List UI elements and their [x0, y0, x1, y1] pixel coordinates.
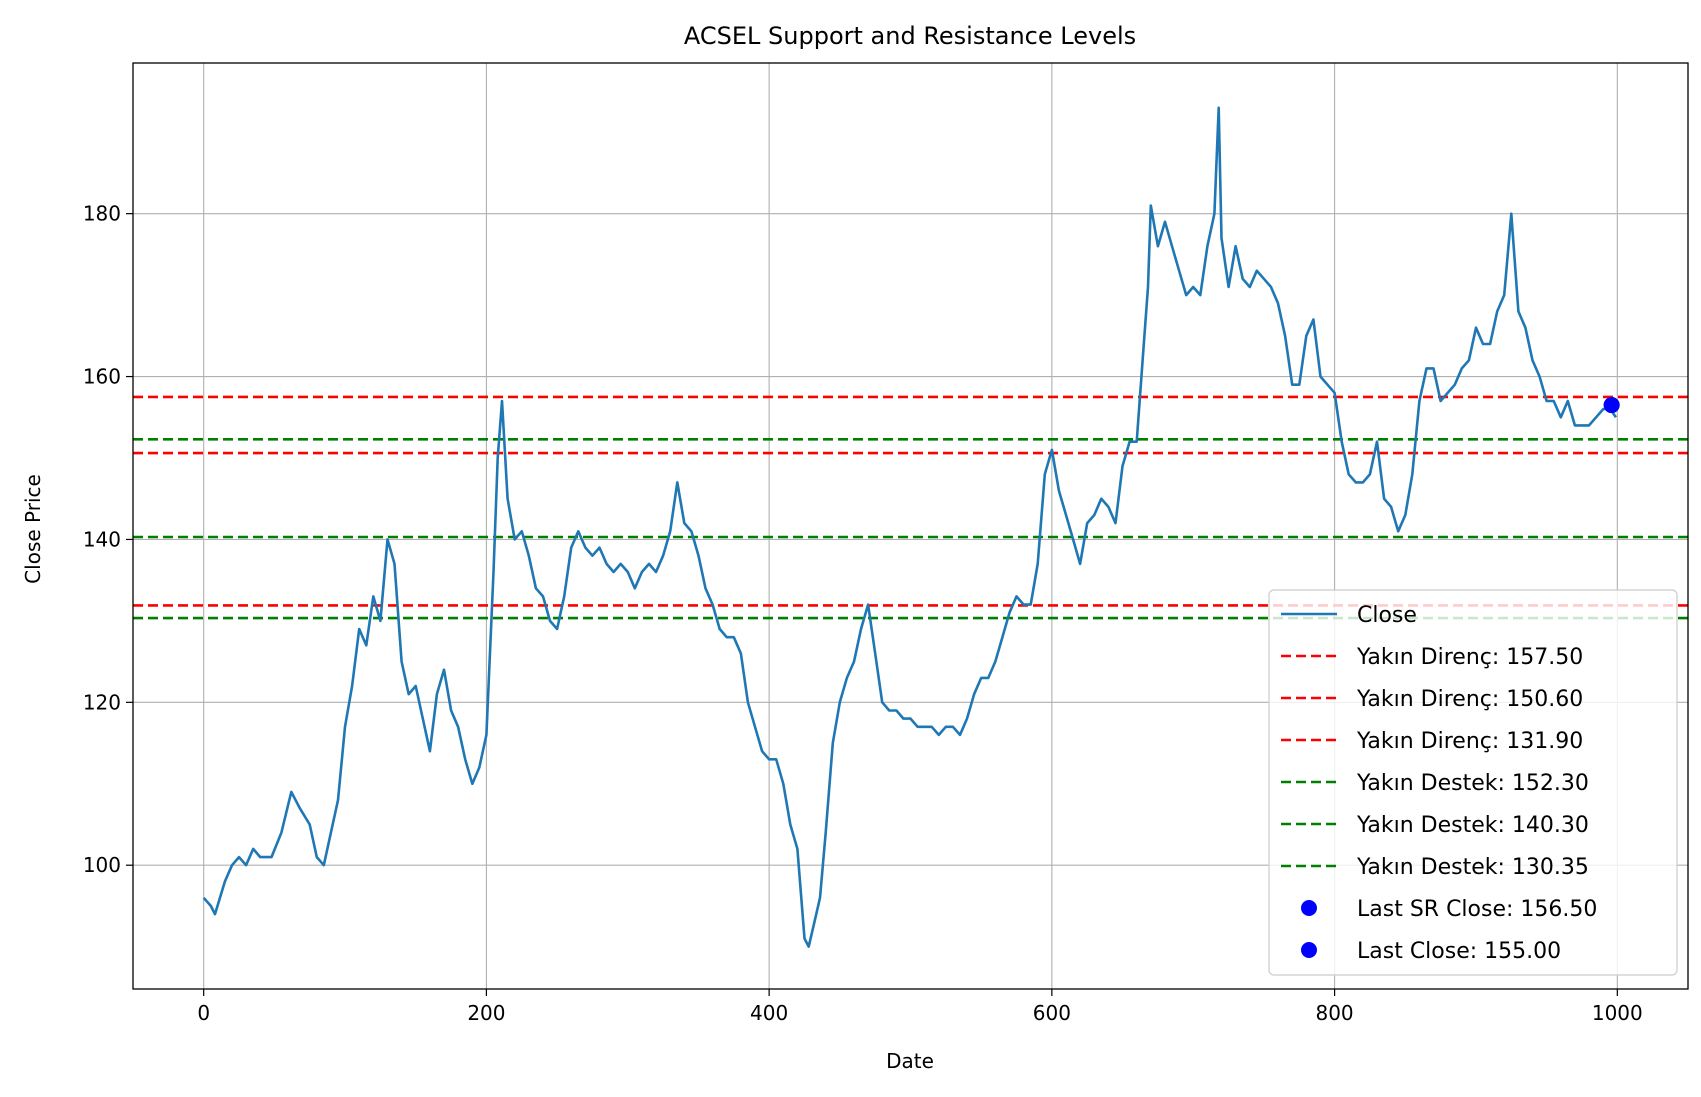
legend-swatch	[1301, 942, 1317, 958]
x-tick-label: 200	[467, 1001, 505, 1025]
legend-label: Yakın Destek: 152.30	[1356, 771, 1589, 796]
legend-label: Last SR Close: 156.50	[1357, 897, 1597, 922]
y-tick-label: 120	[83, 690, 121, 714]
axis-ticks: 0 200 400 600 800 1000 100 120 140 160 180	[83, 202, 1643, 1025]
legend-label: Yakın Destek: 130.35	[1356, 855, 1589, 880]
markers	[1603, 397, 1620, 414]
legend-label: Last Close: 155.00	[1357, 939, 1561, 964]
legend-label: Yakın Direnç: 157.50	[1356, 645, 1583, 670]
x-tick-label: 600	[1033, 1001, 1071, 1025]
x-axis-label: Date	[886, 1049, 934, 1073]
y-tick-label: 180	[83, 202, 121, 226]
close-price-line	[202, 106, 1617, 948]
legend-label: Close	[1357, 603, 1417, 628]
plot-frame	[132, 62, 1689, 990]
legend-label: Yakın Direnç: 150.60	[1356, 687, 1583, 712]
chart-title: ACSEL Support and Resistance Levels	[684, 22, 1136, 50]
y-axis-label: Close Price	[21, 474, 45, 584]
y-tick-label: 160	[83, 365, 121, 389]
x-tick-label: 400	[750, 1001, 788, 1025]
y-tick-label: 100	[83, 853, 121, 877]
legend-label: Yakın Direnç: 131.90	[1356, 729, 1583, 754]
last-close-marker	[1603, 397, 1620, 414]
legend-swatch	[1301, 900, 1317, 916]
x-tick-label: 800	[1315, 1001, 1353, 1025]
legend-label: Yakın Destek: 140.30	[1356, 813, 1589, 838]
x-tick-label: 1000	[1592, 1001, 1643, 1025]
x-tick-label: 0	[197, 1001, 210, 1025]
legend: Close Yakın Direnç: 157.50 Yakın Direnç: 1…	[1268, 589, 1678, 976]
legend-box	[1268, 589, 1678, 976]
y-tick-label: 140	[83, 527, 121, 551]
series-layer	[202, 106, 1617, 948]
